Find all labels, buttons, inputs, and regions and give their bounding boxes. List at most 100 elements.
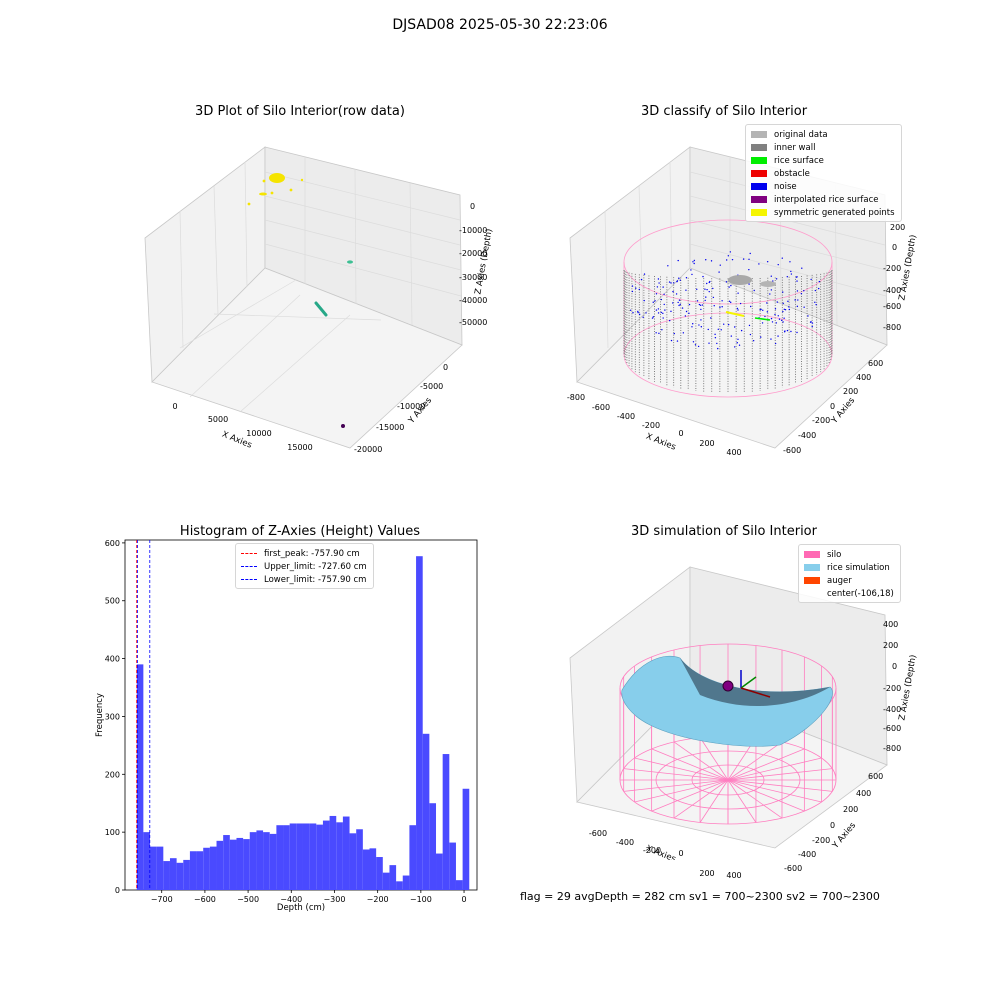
hist-bar — [409, 825, 417, 890]
legend-item-lower-limit: Lower_limit: -757.90 cm — [241, 573, 367, 586]
panel4-legend: silo rice simulation auger center(-106,1… — [798, 544, 901, 603]
legend-item-interpolated: interpolated rice surface — [751, 193, 895, 206]
svg-text:-50000: -50000 — [459, 318, 487, 327]
hist-bar — [369, 848, 377, 890]
panel3-title: Histogram of Z-Axies (Height) Values — [179, 524, 421, 539]
hist-xlabel: Depth (cm) — [277, 903, 325, 913]
hist-ytick-label: 600 — [105, 539, 120, 548]
hist-bar — [389, 865, 397, 890]
teal-small-cluster — [347, 260, 353, 264]
svg-text:5000: 5000 — [208, 415, 228, 424]
svg-text:-800: -800 — [883, 323, 901, 332]
panel2-legend: original data inner wall rice surface ob… — [745, 124, 902, 222]
svg-text:400: 400 — [726, 448, 741, 457]
svg-text:0: 0 — [892, 662, 897, 671]
svg-text:-600: -600 — [883, 302, 901, 311]
original-data-blob — [728, 275, 752, 285]
hist-xtick-label: −500 — [237, 895, 259, 904]
svg-text:400: 400 — [856, 789, 871, 798]
legend-item-obstacle: obstacle — [751, 167, 895, 180]
svg-text:-400: -400 — [616, 838, 634, 847]
svg-text:-10000: -10000 — [459, 226, 487, 235]
status-footer: flag = 29 avgDepth = 282 cm sv1 = 700~23… — [520, 890, 880, 903]
hist-bar — [150, 846, 157, 890]
hist-bar — [189, 851, 197, 890]
hist-bar — [322, 820, 330, 890]
hist-bar — [455, 880, 463, 890]
hist-bar — [203, 847, 210, 890]
svg-text:-600: -600 — [883, 724, 901, 733]
hist-ytick-label: 300 — [105, 712, 120, 721]
hist-bar — [442, 754, 450, 890]
hist-bar — [236, 837, 244, 890]
svg-text:200: 200 — [890, 223, 905, 232]
panel2-title: 3D classify of Silo Interior — [640, 104, 808, 119]
svg-text:-5000: -5000 — [420, 382, 443, 391]
svg-text:200: 200 — [843, 387, 858, 396]
svg-text:-800: -800 — [567, 393, 585, 402]
hist-bar — [309, 823, 317, 890]
hist-ytick-label: 500 — [105, 597, 120, 606]
svg-text:200: 200 — [699, 439, 714, 448]
svg-text:-600: -600 — [592, 403, 610, 412]
svg-text:400: 400 — [726, 871, 741, 880]
hist-bar — [143, 832, 151, 890]
hist-bar — [349, 833, 357, 890]
hist-xtick-label: −700 — [151, 895, 173, 904]
hist-bar — [416, 556, 423, 890]
hist-xtick-label: −400 — [280, 895, 302, 904]
hist-xtick-label: 0 — [461, 895, 466, 904]
svg-text:-200: -200 — [812, 836, 830, 845]
hist-legend: first_peak: -757.90 cm Upper_limit: -727… — [235, 543, 374, 589]
hist-bar — [269, 833, 277, 890]
hist-xtick-label: −200 — [367, 895, 389, 904]
legend-item-auger: auger — [804, 574, 894, 587]
svg-text:400: 400 — [856, 373, 871, 382]
svg-text:-200: -200 — [883, 684, 901, 693]
svg-text:400: 400 — [883, 620, 898, 629]
hist-bar — [342, 816, 350, 890]
hist-bar — [283, 825, 290, 890]
svg-text:0: 0 — [172, 402, 177, 411]
hist-bar — [183, 859, 190, 890]
hist-bar — [216, 840, 224, 890]
teal-streak — [314, 301, 328, 317]
hist-bar — [429, 803, 437, 890]
hist-bar — [156, 846, 164, 890]
histogram: −700 −600 −500 −400 −300 −200 −100 0 0 100 200 300… — [95, 539, 478, 913]
hist-bar — [276, 825, 284, 890]
svg-text:0: 0 — [830, 402, 835, 411]
hist-bar — [396, 881, 403, 890]
hist-bar — [256, 830, 264, 890]
panel2-3d-classify: -800 -600 -400 -200 0 200 400 600 400 20… — [567, 146, 919, 457]
panel1-title: 3D Plot of Silo Interior(row data) — [195, 104, 405, 119]
hist-bar — [136, 664, 144, 890]
hist-bar — [249, 832, 257, 890]
svg-text:-200: -200 — [883, 264, 901, 273]
hist-bar — [223, 835, 230, 890]
legend-item-inner-wall: inner wall — [751, 141, 895, 154]
hist-bar — [163, 861, 170, 890]
svg-text:-400: -400 — [883, 705, 901, 714]
legend-item-rice-simulation: rice simulation — [804, 561, 894, 574]
legend-item-original-data: original data — [751, 128, 895, 141]
svg-text:-600: -600 — [784, 864, 802, 873]
svg-text:-20000: -20000 — [459, 249, 487, 258]
legend-item-noise: noise — [751, 180, 895, 193]
yellow-cluster — [269, 173, 285, 183]
svg-text:-200: -200 — [812, 416, 830, 425]
silo-mesh — [619, 643, 837, 825]
hist-xtick-label: −100 — [410, 895, 432, 904]
svg-text:-400: -400 — [798, 431, 816, 440]
hist-bar — [243, 839, 250, 890]
hist-bar — [263, 832, 270, 890]
svg-text:200: 200 — [883, 641, 898, 650]
hist-bar — [196, 851, 204, 890]
hist-bar — [422, 733, 430, 890]
hist-bar — [436, 853, 443, 890]
panel1-zlabel: Z Axies (Depth) — [473, 228, 494, 295]
svg-text:-200: -200 — [642, 421, 660, 430]
svg-text:10000: 10000 — [246, 429, 271, 438]
rice-surface-points — [754, 317, 771, 321]
svg-text:15000: 15000 — [287, 443, 312, 452]
